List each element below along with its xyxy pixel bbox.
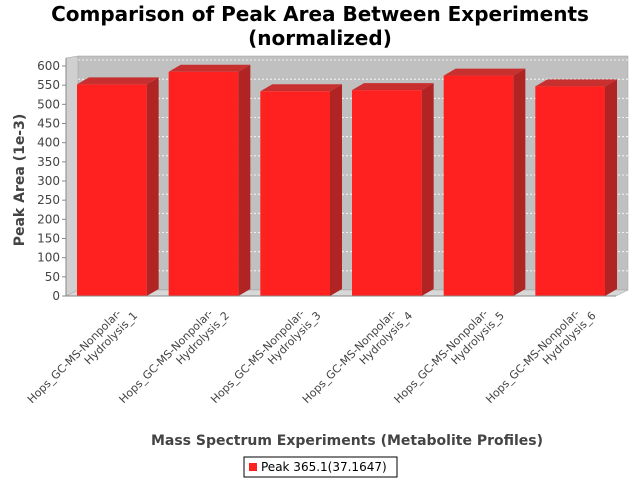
title-line-1: Comparison of Peak Area Between Experime…	[51, 2, 589, 26]
y-tick-label: 550	[37, 78, 60, 92]
legend-entry: Peak 365.1(37.1647)	[261, 460, 387, 474]
bar-side	[238, 64, 251, 296]
y-tick-label: 150	[37, 232, 60, 246]
y-tick-label: 350	[37, 155, 60, 169]
side-wall	[65, 55, 79, 297]
x-axis-label: Mass Spectrum Experiments (Metabolite Pr…	[151, 433, 543, 449]
y-axis: 0 50 100 150 200 250 300 350 400 450 500 550 600	[37, 58, 67, 303]
bar-top	[77, 77, 159, 85]
bar-front	[352, 90, 422, 297]
bars	[77, 64, 617, 297]
bar-top	[535, 79, 617, 87]
y-tick-label: 300	[37, 174, 60, 188]
y-tick-label: 600	[37, 59, 60, 73]
x-tick-label-line: Hops_GC-MS-Nonpolar-	[25, 307, 124, 406]
x-axis: Hops_GC-MS-Nonpolar-Hydrolysis_1Hops_GC-…	[25, 295, 616, 406]
y-tick-label: 450	[37, 117, 60, 131]
bar-front	[260, 91, 330, 296]
legend: Peak 365.1(37.1647)	[243, 456, 398, 478]
bar-6	[535, 79, 617, 296]
bar-5	[443, 68, 526, 296]
bar-top	[443, 68, 526, 76]
axis-labels: Mass Spectrum Experiments (Metabolite Pr…	[12, 114, 543, 449]
bar-front	[535, 86, 605, 296]
chart-title: Comparison of Peak Area Between Experime…	[51, 2, 589, 50]
y-tick-label: 400	[37, 136, 60, 150]
bar-side	[330, 84, 342, 296]
title-line-2: (normalized)	[248, 26, 392, 50]
bar-3	[260, 84, 342, 296]
legend-swatch	[249, 463, 257, 471]
y-tick-label: 200	[37, 212, 60, 226]
bar-side	[421, 83, 434, 297]
bar-top	[352, 83, 434, 91]
y-axis-label: Peak Area (1e-3)	[12, 114, 28, 247]
bar-side	[513, 68, 526, 296]
bar-top	[168, 64, 251, 72]
bar-4	[352, 83, 434, 297]
bar-side	[146, 77, 159, 297]
bar-front	[77, 84, 147, 297]
y-tick-label: 250	[37, 193, 60, 207]
legend-box	[243, 456, 398, 478]
y-tick-label: 50	[45, 270, 60, 284]
y-tick-label: 500	[37, 97, 60, 111]
bar-1	[77, 77, 159, 297]
y-tick-label: 0	[52, 289, 60, 303]
bar-front	[168, 71, 239, 296]
bar-2	[168, 64, 251, 296]
bar-side	[605, 79, 617, 296]
y-tick-label: 100	[37, 251, 60, 265]
bar-top	[260, 84, 342, 92]
bar-front	[443, 75, 514, 296]
